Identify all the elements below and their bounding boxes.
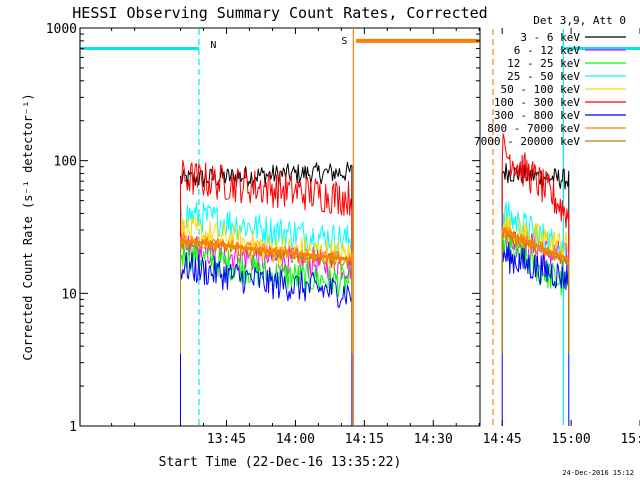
y-tick-label: 10 [61, 287, 77, 302]
y-tick-label: 1000 [46, 22, 77, 37]
series-line [180, 159, 353, 354]
y-tick-label: 1 [69, 420, 77, 435]
x-tick-label: 14:45 [483, 432, 522, 447]
x-axis-label: Start Time (22-Dec-16 13:35:22) [159, 455, 402, 470]
x-tick-label: 15:00 [552, 432, 591, 447]
series-line [180, 200, 353, 354]
series-lines [180, 133, 570, 426]
x-tick-label: 15:15 [620, 432, 640, 447]
x-tick-label: 14:30 [414, 432, 453, 447]
plot-frame [79, 27, 481, 427]
series-line [180, 161, 353, 354]
y-tick-label: 100 [54, 155, 77, 170]
series-line [180, 252, 353, 426]
series-line [180, 241, 353, 354]
legend-label: 800 - 7000 keV [487, 122, 580, 135]
y-axis-ticks: 1 10 100 1000 [46, 22, 480, 435]
series-line [501, 214, 570, 354]
chart-title: HESSI Observing Summary Count Rates, Cor… [72, 4, 487, 22]
legend-label: 25 - 50 keV [507, 70, 580, 83]
series-line [501, 239, 570, 426]
series-line-heavy [180, 239, 353, 261]
saa-flag-label: S [341, 36, 347, 47]
legend-label: 7000 - 20000 keV [474, 135, 580, 148]
legend-label: 50 - 100 keV [501, 83, 581, 96]
legend-label: 100 - 300 keV [494, 96, 580, 109]
x-tick-label: 14:15 [345, 432, 384, 447]
legend-label: 12 - 25 keV [507, 57, 580, 70]
series-line [180, 238, 353, 354]
x-tick-label: 13:45 [207, 432, 246, 447]
x-axis-ticks: 13:45 14:00 14:15 14:30 14:45 15:00 15:15 [111, 28, 640, 447]
legend-header: Det 3,9, Att 0 [533, 14, 626, 27]
y-axis-label: Corrected Count Rate (s⁻¹ detector⁻¹) [21, 93, 35, 360]
x-tick-label: 14:00 [276, 432, 315, 447]
series-line-heavy [501, 227, 570, 261]
series-line [501, 133, 570, 354]
legend-label: 300 - 800 keV [494, 109, 580, 122]
night-flag-label: N [210, 40, 216, 51]
legend-label: 3 - 6 keV [520, 31, 580, 44]
series-line [501, 227, 570, 354]
footer-timestamp: 24-Dec-2016 15:12 [562, 469, 634, 477]
legend-label: 6 - 12 keV [514, 44, 581, 57]
